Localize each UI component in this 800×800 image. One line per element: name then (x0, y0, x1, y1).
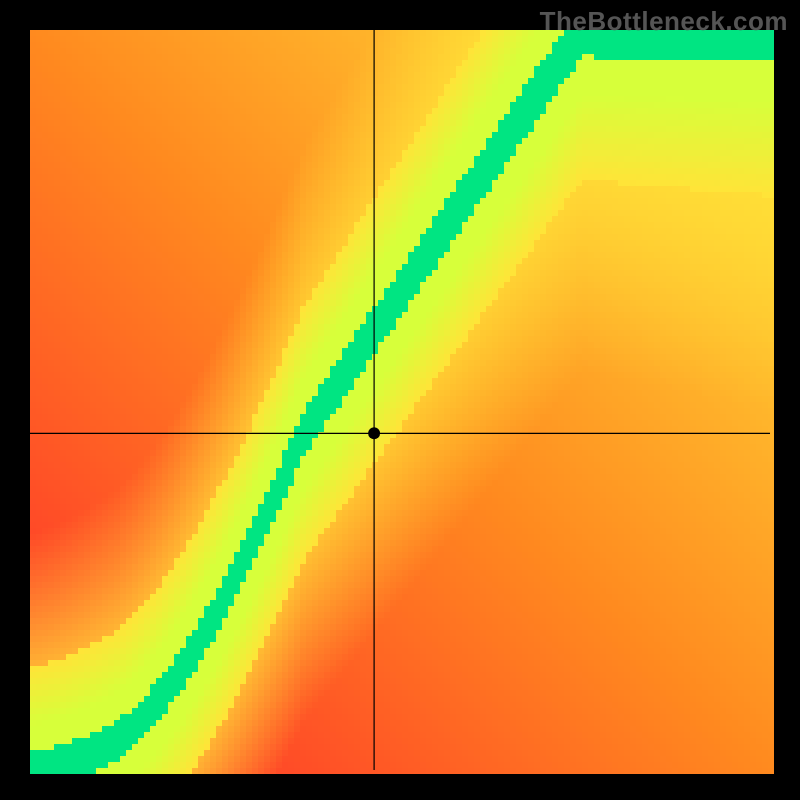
chart-container: TheBottleneck.com (0, 0, 800, 800)
watermark-text: TheBottleneck.com (540, 6, 788, 37)
bottleneck-heatmap (0, 0, 800, 800)
